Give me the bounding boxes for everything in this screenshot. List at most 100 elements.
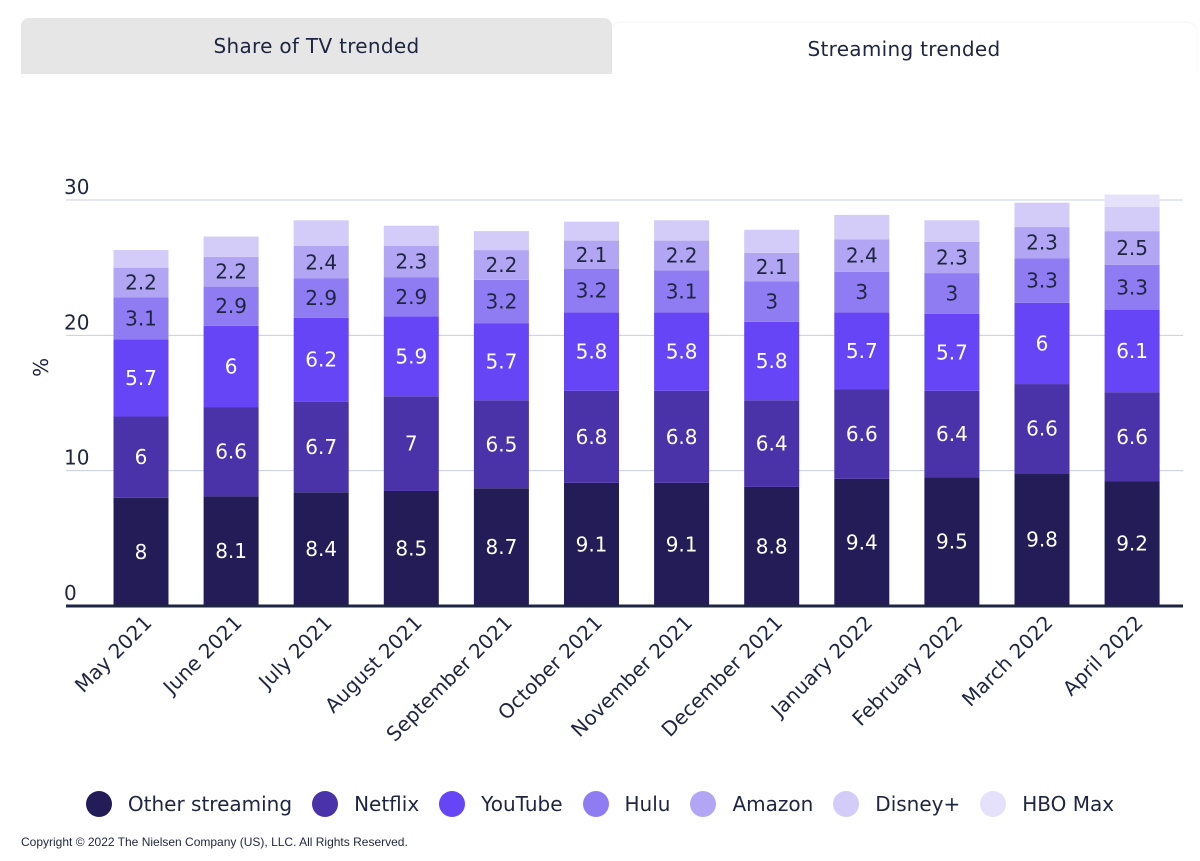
- data-label: 2.4: [846, 243, 878, 267]
- bar-segment: [654, 220, 710, 241]
- data-label: 9.4: [846, 530, 878, 554]
- bar-segment: [1104, 392, 1160, 482]
- bar-segment: [654, 240, 710, 271]
- bar-segment: [924, 220, 980, 242]
- data-label: 5.7: [125, 366, 157, 390]
- bar-segment: [203, 496, 259, 606]
- bar-segment: [744, 400, 800, 487]
- data-label: 5.9: [395, 344, 427, 368]
- legend-item-netflix[interactable]: Netflix: [312, 791, 419, 817]
- bar-segment: [654, 312, 710, 391]
- legend-label: HBO Max: [1022, 792, 1115, 816]
- bar-segment: [1104, 481, 1160, 606]
- bar-segment: [924, 241, 980, 274]
- legend-item-hbo-max[interactable]: HBO Max: [980, 791, 1114, 817]
- bar-segment: [564, 269, 619, 313]
- legend-item-youtube[interactable]: YouTube: [439, 791, 563, 817]
- legend-label: Amazon: [732, 792, 814, 816]
- data-label: 3.2: [485, 290, 517, 314]
- bar-segment: [203, 407, 259, 497]
- data-label: 3.1: [125, 306, 157, 330]
- data-label: 2.1: [756, 255, 788, 279]
- bar-segment: [1104, 206, 1160, 232]
- bar-segment: [744, 486, 800, 606]
- data-label: 6.8: [576, 425, 608, 449]
- bar-segment: [834, 214, 890, 240]
- data-label: 6.6: [1116, 425, 1148, 449]
- data-label: 2.3: [1026, 231, 1058, 255]
- data-label: 2.4: [305, 250, 337, 274]
- data-label: 6.4: [936, 422, 968, 446]
- bar-segment: [473, 323, 529, 401]
- bar-segment: [834, 478, 890, 606]
- bar-segment: [1104, 264, 1160, 310]
- bar-segment: [293, 278, 349, 318]
- bar-segment: [1014, 202, 1070, 228]
- data-label: 3: [765, 290, 778, 314]
- bar-segment: [473, 231, 529, 251]
- data-label: 6.2: [305, 348, 337, 372]
- data-label: 6: [1036, 331, 1049, 355]
- data-label: 2.2: [485, 253, 517, 277]
- legend-swatch-icon: [980, 791, 1007, 817]
- x-tick-label: June 2021: [157, 611, 247, 701]
- data-label: 9.2: [1116, 532, 1148, 556]
- y-tick-label: 20: [64, 310, 89, 334]
- bar-segment: [383, 246, 439, 278]
- legend-item-disney-plus[interactable]: Disney+: [833, 791, 960, 817]
- bar-segment: [473, 250, 529, 280]
- data-label: 8: [135, 540, 148, 564]
- data-label: 9.1: [666, 532, 698, 556]
- legend-swatch-icon: [690, 791, 717, 817]
- data-label: 5.8: [756, 349, 788, 373]
- bar-segment: [744, 229, 800, 253]
- tab-share-of-tv-trended[interactable]: Share of TV trended: [21, 18, 612, 74]
- legend-swatch-icon: [833, 791, 860, 817]
- bar-segment: [113, 339, 169, 417]
- bar-segment: [564, 482, 619, 606]
- data-label: 7: [405, 432, 418, 456]
- bar-segment: [924, 313, 980, 391]
- bar-segment: [293, 492, 349, 606]
- data-label: 6.8: [666, 425, 698, 449]
- data-label: 6: [225, 354, 238, 378]
- data-label: 2.3: [395, 250, 427, 274]
- data-label: 9.8: [1026, 528, 1058, 552]
- data-label: 3.3: [1116, 275, 1148, 299]
- bar-segment: [113, 250, 169, 268]
- bar-segment: [113, 297, 169, 340]
- legend-item-amazon[interactable]: Amazon: [690, 791, 813, 817]
- data-label: 3: [946, 281, 959, 305]
- legend-item-hulu[interactable]: Hulu: [582, 791, 671, 817]
- bar-segment: [113, 416, 169, 498]
- data-label: 6.1: [1116, 339, 1148, 363]
- legend-swatch-icon: [439, 791, 466, 817]
- bar-segment: [1014, 258, 1070, 303]
- legend-label: Hulu: [624, 792, 671, 816]
- data-label: 8.1: [215, 539, 247, 563]
- bar-segment: [924, 477, 980, 606]
- bar-segment: [744, 281, 800, 322]
- x-tick-label: May 2021: [70, 611, 157, 698]
- bar-segment: [744, 252, 800, 282]
- data-label: 2.2: [666, 243, 698, 267]
- data-label: 2.2: [215, 260, 247, 284]
- bar-segment: [834, 239, 890, 272]
- bar-segment: [293, 317, 349, 402]
- x-tick-label: April 2022: [1058, 611, 1148, 701]
- bar-segment: [293, 401, 349, 493]
- bar-segment: [113, 497, 169, 606]
- bar-segment: [564, 240, 619, 270]
- legend-swatch-icon: [85, 791, 112, 817]
- legend-item-other-streaming[interactable]: Other streaming: [85, 791, 292, 817]
- data-label: 2.1: [576, 243, 608, 267]
- tab-streaming-trended[interactable]: Streaming trended: [612, 23, 1196, 74]
- bar-segment: [924, 390, 980, 478]
- bar-segment: [1014, 302, 1070, 385]
- bar-segment: [834, 389, 890, 479]
- data-label: 2.9: [395, 285, 427, 309]
- bar-segment: [203, 236, 259, 257]
- bar-segment: [293, 220, 349, 247]
- bar-segment: [1014, 227, 1070, 259]
- bar-segment: [473, 488, 529, 606]
